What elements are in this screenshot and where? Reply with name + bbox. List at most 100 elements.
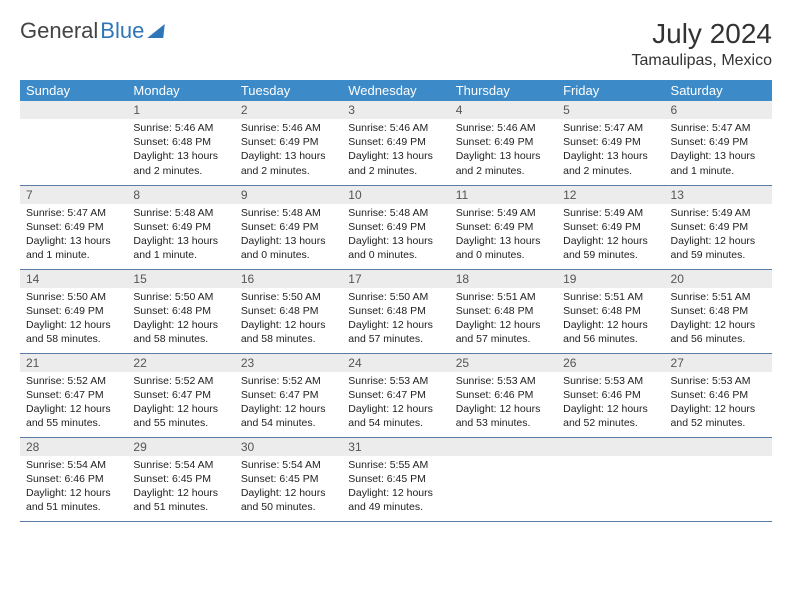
calendar-cell: 24Sunrise: 5:53 AMSunset: 6:47 PMDayligh… [342,353,449,437]
sunrise-line: Sunrise: 5:47 AM [26,206,121,220]
day-body: Sunrise: 5:50 AMSunset: 6:49 PMDaylight:… [20,288,127,351]
sunrise-line: Sunrise: 5:53 AM [456,374,551,388]
calendar-cell: 20Sunrise: 5:51 AMSunset: 6:48 PMDayligh… [665,269,772,353]
daylight-line: Daylight: 12 hours and 55 minutes. [133,402,228,430]
day-body: Sunrise: 5:49 AMSunset: 6:49 PMDaylight:… [665,204,772,267]
weekday-header: Monday [127,80,234,101]
calendar-cell: 28Sunrise: 5:54 AMSunset: 6:46 PMDayligh… [20,437,127,521]
daylight-line: Daylight: 12 hours and 52 minutes. [671,402,766,430]
day-number-empty [450,438,557,456]
daylight-line: Daylight: 12 hours and 53 minutes. [456,402,551,430]
calendar-cell [20,101,127,185]
calendar-cell [450,437,557,521]
brand-part1: General [20,18,98,44]
day-number: 13 [665,186,772,204]
day-body: Sunrise: 5:47 AMSunset: 6:49 PMDaylight:… [557,119,664,182]
weekday-header: Thursday [450,80,557,101]
sunset-line: Sunset: 6:48 PM [563,304,658,318]
day-number: 7 [20,186,127,204]
calendar-cell: 22Sunrise: 5:52 AMSunset: 6:47 PMDayligh… [127,353,234,437]
sunrise-line: Sunrise: 5:50 AM [348,290,443,304]
weekday-header: Saturday [665,80,772,101]
calendar-cell: 7Sunrise: 5:47 AMSunset: 6:49 PMDaylight… [20,185,127,269]
calendar-cell: 8Sunrise: 5:48 AMSunset: 6:49 PMDaylight… [127,185,234,269]
daylight-line: Daylight: 12 hours and 51 minutes. [26,486,121,514]
sunrise-line: Sunrise: 5:46 AM [456,121,551,135]
sunrise-line: Sunrise: 5:48 AM [348,206,443,220]
sunset-line: Sunset: 6:47 PM [241,388,336,402]
sunset-line: Sunset: 6:48 PM [133,135,228,149]
day-number-empty [557,438,664,456]
daylight-line: Daylight: 12 hours and 51 minutes. [133,486,228,514]
calendar-table: Sunday Monday Tuesday Wednesday Thursday… [20,80,772,522]
sunrise-line: Sunrise: 5:53 AM [348,374,443,388]
calendar-cell: 14Sunrise: 5:50 AMSunset: 6:49 PMDayligh… [20,269,127,353]
sunrise-line: Sunrise: 5:51 AM [563,290,658,304]
calendar-cell: 11Sunrise: 5:49 AMSunset: 6:49 PMDayligh… [450,185,557,269]
day-number: 1 [127,101,234,119]
sunset-line: Sunset: 6:49 PM [671,135,766,149]
calendar-cell: 26Sunrise: 5:53 AMSunset: 6:46 PMDayligh… [557,353,664,437]
day-number: 31 [342,438,449,456]
calendar-cell: 6 Sunrise: 5:47 AMSunset: 6:49 PMDaylight… [665,101,772,185]
weekday-header: Wednesday [342,80,449,101]
daylight-line: Daylight: 13 hours and 1 minute. [671,149,766,177]
day-body: Sunrise: 5:54 AMSunset: 6:45 PMDaylight:… [127,456,234,519]
sunrise-line: Sunrise: 5:47 AM [671,121,766,135]
day-number: 6 [665,101,772,119]
day-body: Sunrise: 5:49 AMSunset: 6:49 PMDaylight:… [450,204,557,267]
weekday-header: Tuesday [235,80,342,101]
day-number: 27 [665,354,772,372]
page-header: GeneralBlue July 2024 Tamaulipas, Mexico [20,18,772,70]
daylight-line: Daylight: 13 hours and 0 minutes. [456,234,551,262]
daylight-line: Daylight: 12 hours and 54 minutes. [241,402,336,430]
day-body: Sunrise: 5:53 AMSunset: 6:46 PMDaylight:… [665,372,772,435]
sunset-line: Sunset: 6:49 PM [456,135,551,149]
daylight-line: Daylight: 13 hours and 0 minutes. [348,234,443,262]
day-body: Sunrise: 5:46 AMSunset: 6:48 PMDaylight:… [127,119,234,182]
day-body-empty [450,456,557,516]
day-body: Sunrise: 5:53 AMSunset: 6:47 PMDaylight:… [342,372,449,435]
day-number: 19 [557,270,664,288]
daylight-line: Daylight: 12 hours and 58 minutes. [133,318,228,346]
sunrise-line: Sunrise: 5:52 AM [241,374,336,388]
daylight-line: Daylight: 12 hours and 50 minutes. [241,486,336,514]
sunrise-line: Sunrise: 5:53 AM [671,374,766,388]
daylight-line: Daylight: 12 hours and 55 minutes. [26,402,121,430]
day-body: Sunrise: 5:53 AMSunset: 6:46 PMDaylight:… [450,372,557,435]
calendar-cell: 13Sunrise: 5:49 AMSunset: 6:49 PMDayligh… [665,185,772,269]
weekday-header-row: Sunday Monday Tuesday Wednesday Thursday… [20,80,772,101]
day-number: 21 [20,354,127,372]
sunrise-line: Sunrise: 5:49 AM [671,206,766,220]
calendar-cell: 25Sunrise: 5:53 AMSunset: 6:46 PMDayligh… [450,353,557,437]
day-number: 23 [235,354,342,372]
sunrise-line: Sunrise: 5:48 AM [133,206,228,220]
sunrise-line: Sunrise: 5:50 AM [241,290,336,304]
sunset-line: Sunset: 6:45 PM [348,472,443,486]
sunset-line: Sunset: 6:47 PM [26,388,121,402]
calendar-cell: 3Sunrise: 5:46 AMSunset: 6:49 PMDaylight… [342,101,449,185]
brand-part2: Blue [100,18,144,44]
sunset-line: Sunset: 6:48 PM [456,304,551,318]
daylight-line: Daylight: 12 hours and 59 minutes. [563,234,658,262]
daylight-line: Daylight: 13 hours and 0 minutes. [241,234,336,262]
sunrise-line: Sunrise: 5:52 AM [26,374,121,388]
calendar-cell: 10Sunrise: 5:48 AMSunset: 6:49 PMDayligh… [342,185,449,269]
daylight-line: Daylight: 13 hours and 2 minutes. [456,149,551,177]
sunset-line: Sunset: 6:48 PM [348,304,443,318]
day-body: Sunrise: 5:48 AMSunset: 6:49 PMDaylight:… [342,204,449,267]
day-body: Sunrise: 5:51 AMSunset: 6:48 PMDaylight:… [557,288,664,351]
day-body: Sunrise: 5:52 AMSunset: 6:47 PMDaylight:… [127,372,234,435]
sunset-line: Sunset: 6:48 PM [671,304,766,318]
day-number: 5 [557,101,664,119]
calendar-cell: 12Sunrise: 5:49 AMSunset: 6:49 PMDayligh… [557,185,664,269]
calendar-cell: 2Sunrise: 5:46 AMSunset: 6:49 PMDaylight… [235,101,342,185]
title-block: July 2024 Tamaulipas, Mexico [632,18,773,70]
sunrise-line: Sunrise: 5:54 AM [241,458,336,472]
calendar-week-row: 1Sunrise: 5:46 AMSunset: 6:48 PMDaylight… [20,101,772,185]
calendar-cell [557,437,664,521]
sunset-line: Sunset: 6:46 PM [26,472,121,486]
sunrise-line: Sunrise: 5:54 AM [26,458,121,472]
day-body: Sunrise: 5:51 AMSunset: 6:48 PMDaylight:… [450,288,557,351]
day-body: Sunrise: 5:48 AMSunset: 6:49 PMDaylight:… [235,204,342,267]
